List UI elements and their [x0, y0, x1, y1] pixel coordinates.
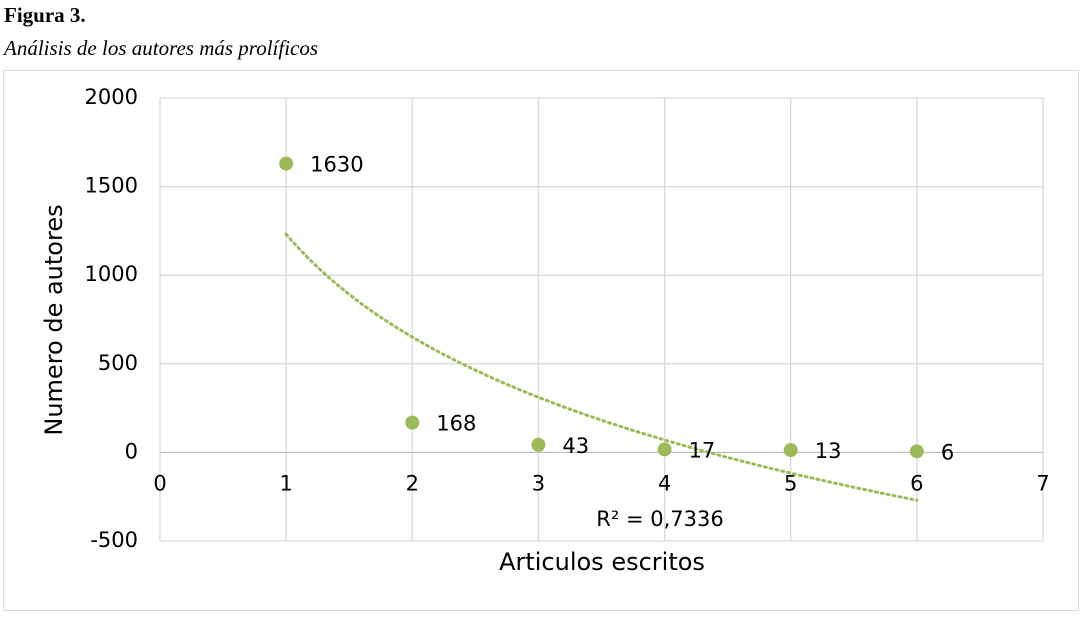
- y-tick-label: 2000: [85, 85, 138, 109]
- figure-subtitle: Análisis de los autores más prolíficos: [2, 36, 318, 60]
- x-tick-label: 0: [153, 471, 166, 495]
- y-tick-label: 0: [125, 439, 138, 463]
- y-tick-label: 1500: [85, 174, 138, 198]
- data-label: 6: [941, 440, 954, 464]
- point: [909, 444, 924, 459]
- x-axis-title: Articulos escritos: [499, 548, 705, 576]
- y-tick-label: 1000: [85, 262, 138, 286]
- data-label: 1630: [310, 153, 363, 177]
- trendline-label: R² = 0,7336: [596, 507, 723, 531]
- x-tick-label: 2: [406, 471, 419, 495]
- x-tick-label: 6: [910, 471, 923, 495]
- chart-frame: [3, 70, 1079, 611]
- x-tick-label: 4: [658, 471, 671, 495]
- y-tick-label: -500: [90, 528, 138, 552]
- data-label: 13: [815, 439, 842, 463]
- data-label: 17: [689, 438, 716, 462]
- data-label: 168: [436, 412, 476, 436]
- x-tick-label: 7: [1036, 471, 1049, 495]
- point: [657, 442, 672, 457]
- y-tick-label: 500: [98, 351, 138, 375]
- point: [531, 437, 546, 452]
- x-tick-label: 5: [784, 471, 797, 495]
- point: [279, 156, 294, 171]
- x-tick-label: 3: [532, 471, 545, 495]
- data-label: 43: [562, 434, 589, 458]
- point: [405, 415, 420, 430]
- y-axis-title: Numero de autores: [40, 204, 68, 435]
- x-tick-label: 1: [279, 471, 292, 495]
- trendline: [284, 232, 919, 502]
- figure-title: Figura 3.: [4, 3, 86, 27]
- point: [783, 443, 798, 458]
